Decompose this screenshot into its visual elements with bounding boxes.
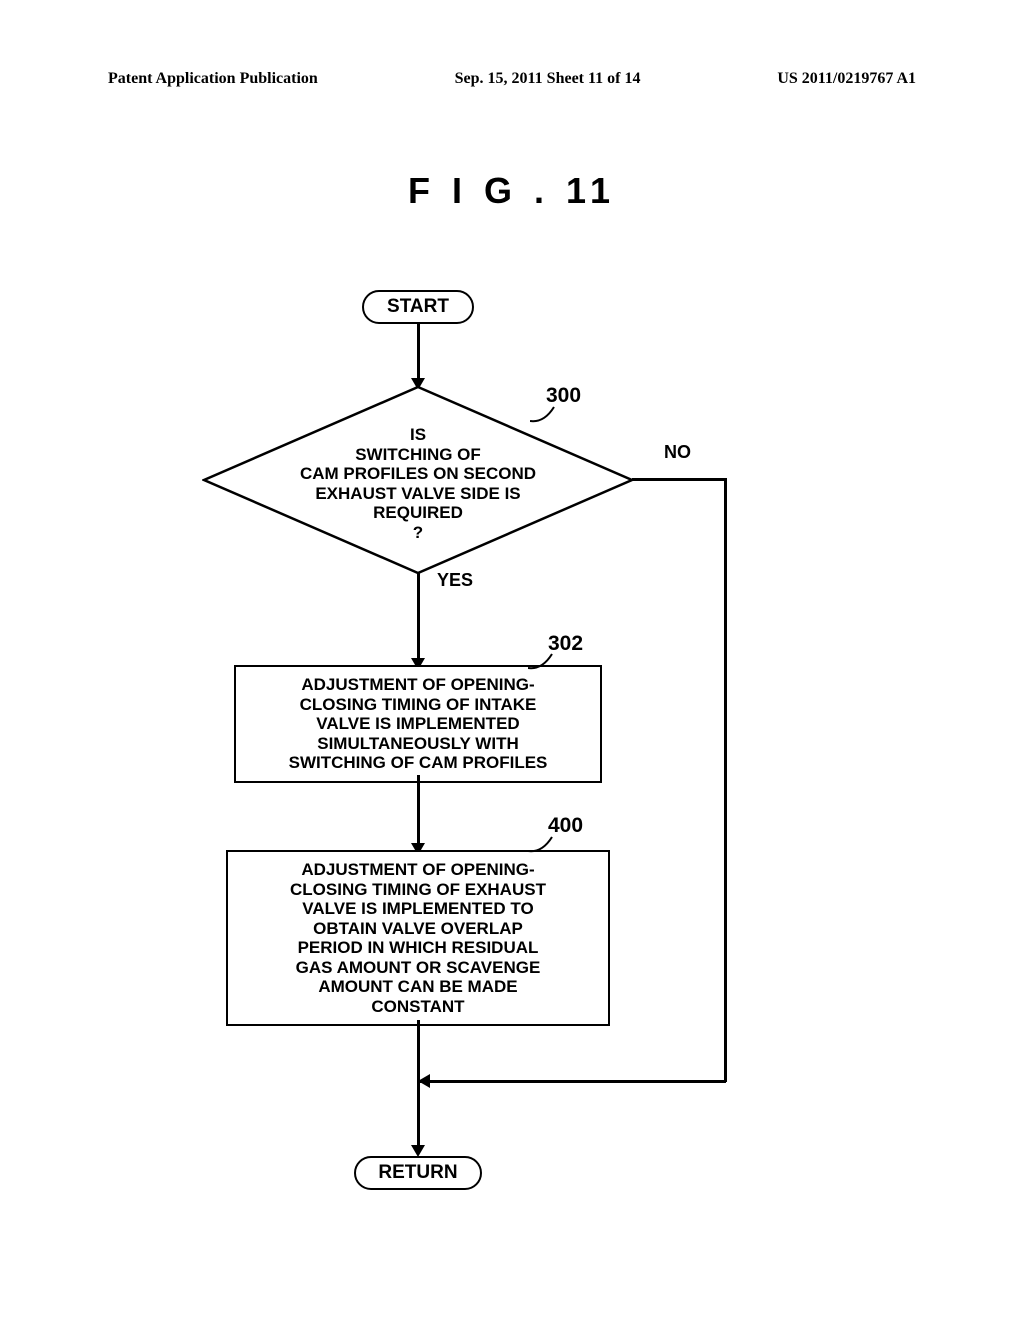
connector <box>632 478 726 481</box>
hook-300-icon <box>530 405 560 425</box>
hook-302-icon <box>528 652 558 672</box>
connector <box>417 572 420 665</box>
flowchart-container: START IS SWITCHING OF CAM PROFILES ON SE… <box>0 290 1024 1190</box>
process-400-text: ADJUSTMENT OF OPENING- CLOSING TIMING OF… <box>290 860 546 1016</box>
start-terminal: START <box>362 290 474 324</box>
yes-label: YES <box>437 570 473 591</box>
header-left: Patent Application Publication <box>108 70 318 88</box>
return-terminal: RETURN <box>354 1156 482 1190</box>
hook-400-icon <box>528 835 558 855</box>
arrow-left-icon <box>418 1074 430 1088</box>
page-header: Patent Application Publication Sep. 15, … <box>0 70 1024 88</box>
decision-300: IS SWITCHING OF CAM PROFILES ON SECOND E… <box>202 385 634 575</box>
figure-title: F I G . 11 <box>0 170 1024 212</box>
decision-300-text: IS SWITCHING OF CAM PROFILES ON SECOND E… <box>202 425 634 542</box>
process-400: ADJUSTMENT OF OPENING- CLOSING TIMING OF… <box>226 850 610 1026</box>
connector <box>724 478 727 1082</box>
header-center: Sep. 15, 2011 Sheet 11 of 14 <box>455 70 641 88</box>
process-302-text: ADJUSTMENT OF OPENING- CLOSING TIMING OF… <box>289 675 548 773</box>
connector <box>417 1020 420 1151</box>
no-label: NO <box>664 442 691 463</box>
connector <box>417 323 420 385</box>
process-302: ADJUSTMENT OF OPENING- CLOSING TIMING OF… <box>234 665 602 783</box>
header-right: US 2011/0219767 A1 <box>777 70 916 88</box>
decision-300-text-content: IS SWITCHING OF CAM PROFILES ON SECOND E… <box>300 425 536 542</box>
connector <box>418 1080 726 1083</box>
connector <box>417 775 420 850</box>
